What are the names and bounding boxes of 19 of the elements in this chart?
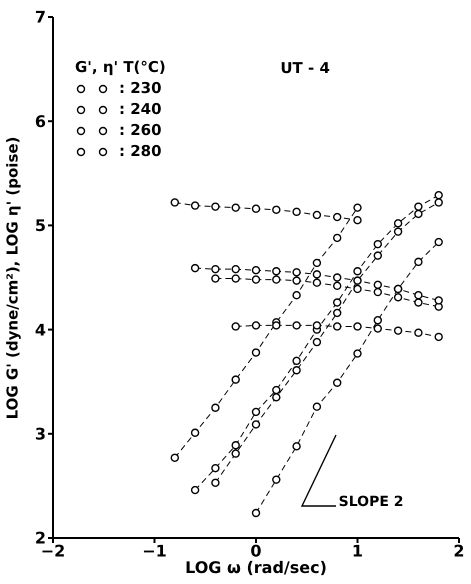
annotation: SLOPE 2: [338, 494, 404, 510]
x-tick-label: 1: [352, 541, 364, 560]
y-axis-title: LOG G' (dyne/cm²), LOG η' (poise): [2, 135, 22, 421]
y-tick-label: 5: [34, 216, 46, 236]
x-tick-label: 2: [453, 541, 465, 560]
legend-title: G', η' T(°C): [75, 57, 166, 78]
legend-label: : 240: [119, 99, 162, 120]
y-tick-label: 2: [34, 528, 46, 548]
x-tick-label: −1: [142, 541, 167, 560]
annotation: UT - 4: [280, 59, 330, 77]
x-axis-title: LOG ω (rad/sec): [185, 558, 327, 577]
y-tick-label: 4: [34, 320, 46, 340]
y-tick-label: 7: [34, 8, 46, 27]
x-tick-label: 0: [250, 541, 262, 560]
legend-label: : 230: [119, 78, 162, 99]
legend-label: : 280: [119, 141, 162, 162]
legend-label: : 260: [119, 120, 162, 141]
y-tick-label: 3: [34, 424, 46, 444]
y-tick-label: 6: [34, 112, 46, 131]
